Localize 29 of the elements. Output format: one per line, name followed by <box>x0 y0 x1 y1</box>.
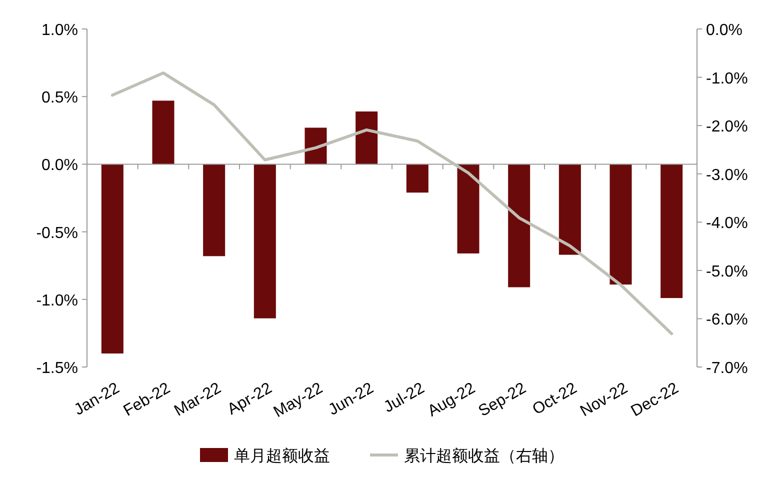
y2-tick-label: -7.0% <box>706 360 748 377</box>
y-tick-label: -0.5% <box>36 224 78 242</box>
y2-tick-label: -5.0% <box>706 263 748 280</box>
bar <box>508 164 530 288</box>
y2-tick-label: -3.0% <box>706 166 748 184</box>
bar <box>356 111 378 164</box>
y-tick-label: 0.5% <box>42 90 78 107</box>
y2-tick-label: -1.0% <box>706 70 748 88</box>
y-tick-label: -1.5% <box>36 360 78 377</box>
bar <box>457 164 480 254</box>
bar <box>558 164 581 255</box>
y-tick-label: 0.0% <box>42 157 78 174</box>
legend-label: 累计超额收益（右轴） <box>404 447 564 465</box>
bar <box>152 100 174 164</box>
bar <box>254 164 276 318</box>
bar <box>610 164 632 285</box>
y2-tick-label: 0.0% <box>706 22 742 39</box>
bar <box>203 164 226 256</box>
y-tick-label: -1.0% <box>36 292 78 310</box>
y-tick-label: 1.0% <box>42 22 78 39</box>
bar <box>406 164 428 193</box>
y2-tick-label: -4.0% <box>706 215 748 232</box>
bar <box>660 164 683 298</box>
bar <box>101 164 124 354</box>
y2-tick-label: -6.0% <box>706 312 748 329</box>
line-series <box>110 71 674 336</box>
bar <box>304 128 327 164</box>
y2-tick-label: -2.0% <box>706 118 748 136</box>
legend-label: 单月超额收益 <box>234 447 330 465</box>
